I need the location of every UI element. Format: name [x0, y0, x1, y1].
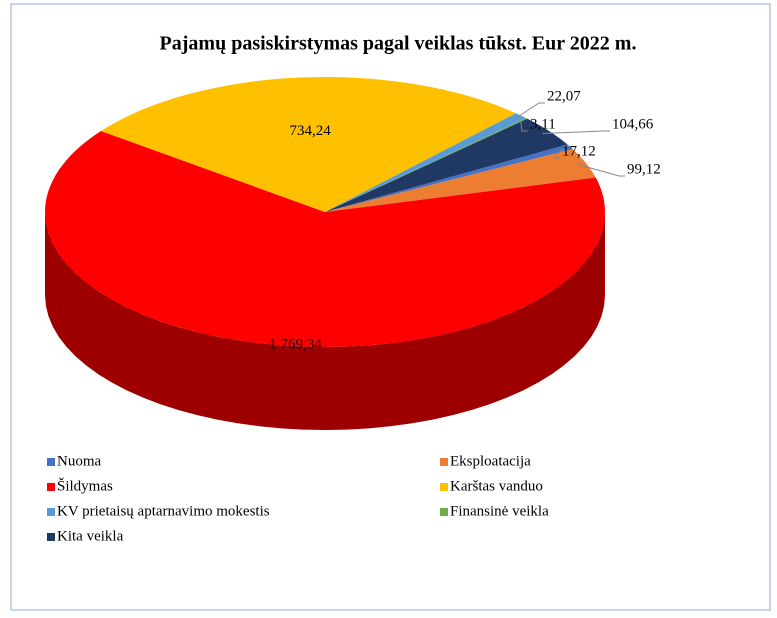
leader-line [552, 148, 564, 159]
leader-line [520, 121, 528, 132]
leader-line [577, 164, 625, 177]
legend-swatch [47, 508, 55, 516]
data-label: 104,66 [612, 116, 654, 132]
legend-label: Eksploatacija [450, 453, 531, 469]
legend-label: KV prietaisų aptarnavimo mokestis [57, 503, 270, 519]
leader-line [514, 102, 545, 119]
legend-label: Nuoma [57, 453, 102, 469]
legend-label: Karštas vanduo [450, 478, 543, 494]
slice-side [45, 212, 605, 430]
data-label: 734,24 [290, 123, 332, 139]
data-label: 3,11 [530, 116, 556, 132]
slice [44, 130, 605, 348]
slice [325, 118, 528, 212]
legend-swatch [440, 458, 448, 466]
data-label: 22,07 [547, 88, 581, 104]
data-label: 99,12 [627, 161, 661, 177]
leader-line [542, 130, 610, 134]
data-label: 17,12 [562, 143, 596, 159]
data-label: 1 769,34 [269, 336, 322, 352]
legend-swatch [440, 483, 448, 491]
legend-label: Finansinė veikla [450, 503, 549, 519]
slice [325, 113, 527, 212]
slice [325, 144, 573, 212]
legend-swatch [440, 508, 448, 516]
legend-swatch [47, 533, 55, 541]
slice [325, 149, 596, 212]
legend-swatch [47, 458, 55, 466]
chart-title: Pajamų pasiskirstymas pagal veiklas tūks… [160, 33, 637, 55]
legend-label: Kita veikla [57, 528, 124, 544]
legend-swatch [47, 483, 55, 491]
legend-label: Šildymas [57, 477, 113, 494]
slice [101, 77, 516, 212]
slice [325, 118, 568, 212]
